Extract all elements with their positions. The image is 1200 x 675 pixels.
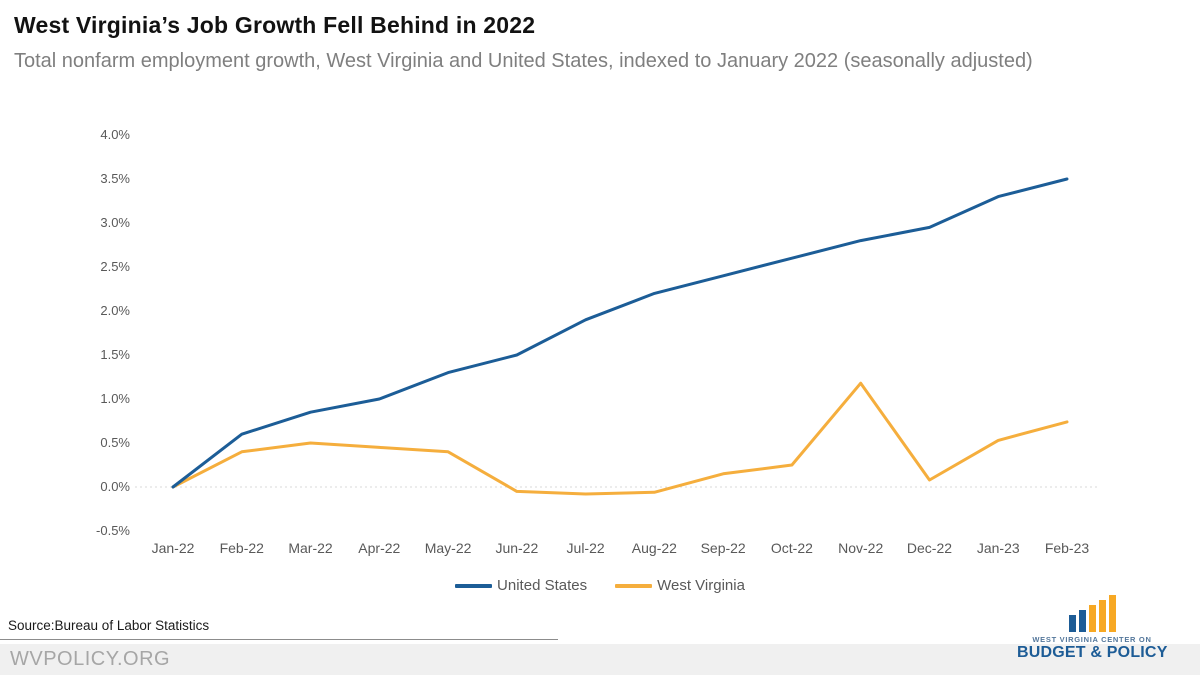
chart-legend: United States West Virginia [0,577,1200,594]
y-tick-label: -0.5% [96,523,130,538]
logo-org-title: BUDGET & POLICY [1017,644,1168,661]
west-virginia-line-swatch-icon [615,583,653,588]
x-tick-label: Dec-22 [906,540,953,556]
x-tick-label: Sep-22 [700,540,746,556]
y-tick-label: 2.0% [100,303,130,318]
chart-subtitle: Total nonfarm employment growth, West Vi… [14,50,1033,72]
y-tick-label: 1.0% [100,391,130,406]
legend-label: West Virginia [657,577,745,594]
y-tick-label: 2.5% [100,259,130,274]
source-note: Source:Bureau of Labor Statistics [8,618,210,633]
legend-item-west-virginia: West Virginia [615,577,745,594]
y-tick-label: 4.0% [100,127,130,142]
x-tick-label: Apr-22 [358,540,401,556]
x-tick-label: Jun-22 [495,540,539,556]
x-tick-label: Oct-22 [770,540,813,556]
y-tick-label: 1.5% [100,347,130,362]
west-virginia-line [171,381,1069,496]
chart-title: West Virginia’s Job Growth Fell Behind i… [14,12,536,38]
logo-org-name: WEST VIRGINIA CENTER ON [1032,635,1152,644]
footer-band: WVPOLICY.ORG [0,644,1200,675]
x-tick-label: Mar-22 [288,540,333,556]
x-tick-label: Feb-23 [1044,540,1090,556]
y-tick-label: 0.5% [100,435,130,450]
org-logo: WEST VIRGINIA CENTER ON BUDGET & POLICY [1017,595,1167,662]
x-tick-label: Jul-22 [566,540,605,556]
x-tick-label: May-22 [424,540,472,556]
x-tick-label: Aug-22 [631,540,677,556]
website-url: WVPOLICY.ORG [10,648,171,670]
united-states-line [171,177,1069,489]
united-states-line-swatch-icon [455,583,493,588]
x-tick-label: Nov-22 [838,540,884,556]
bar-chart-logo-icon [1017,595,1167,632]
legend-item-united-states: United States [455,577,587,594]
y-tick-label: 3.0% [100,215,130,230]
x-tick-label: Feb-22 [219,540,264,556]
source-divider [0,639,558,640]
legend-label: United States [497,577,588,594]
x-tick-label: Jan-22 [151,540,195,556]
y-tick-label: 0.0% [100,479,130,494]
x-tick-label: Jan-23 [976,540,1020,556]
y-tick-label: 3.5% [100,171,130,186]
